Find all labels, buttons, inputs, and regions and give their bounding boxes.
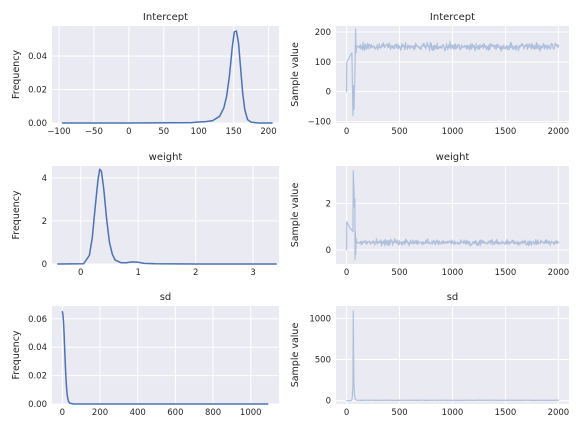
x-tick-label: 1000 [442,268,464,278]
y-tick-label: −100 [308,118,331,128]
y-tick-label: 2 [326,199,331,209]
x-tick-label: 800 [205,408,221,418]
x-tick-label: 1000 [240,408,262,418]
y-tick-label: 0 [326,397,331,407]
x-tick-label: 600 [167,408,183,418]
y-tick-label: 0 [42,260,47,270]
x-tick-label: 100 [191,127,207,137]
x-tick-label: 0 [60,408,65,418]
y-axis-label: Sample value [290,42,301,107]
x-tick-label: 500 [391,268,407,278]
y-axis-label: Frequency [11,50,22,99]
y-axis-label: Sample value [290,323,301,388]
x-tick-label: 1500 [495,408,517,418]
y-axis-label: Frequency [11,330,22,379]
subplot-3: 0 1 2 3 0 2 4 weight Frequency [11,152,279,278]
x-tick-label: 2 [193,268,198,278]
y-tick-label: 0.00 [28,119,47,129]
subplot-title: weight [436,152,470,163]
x-tick-label: 1000 [442,408,464,418]
trace-line [345,310,560,402]
x-tick-label: 0 [344,268,349,278]
x-tick-label: 2000 [548,268,570,278]
subplot-title: Intercept [143,12,188,23]
x-tick-label: 1500 [495,268,517,278]
trace-line [345,28,560,117]
x-tick-label: 200 [92,408,108,418]
x-tick-label: 2000 [548,127,570,137]
y-tick-label: 4 [42,174,47,184]
subplot-title: Intercept [430,12,475,23]
x-tick-label: 1500 [495,127,517,137]
plot-area [52,166,279,264]
y-axis-label: Sample value [290,183,301,248]
density-curve [61,30,273,124]
y-tick-label: 2 [42,217,47,227]
x-tick-label: 0 [344,408,349,418]
density-curve [57,168,277,265]
subplot-title: weight [149,152,183,163]
x-tick-label: 1000 [442,127,464,137]
subplot-5: 0 200 400 600 800 1000 0.00 0.02 0.04 0.06 sd Frequ… [11,292,279,418]
x-tick-label: 500 [391,408,407,418]
x-tick-label: 150 [225,127,241,137]
subplot-2: 0 500 1000 1500 2000 −100 0 100 200 Intercept Samp… [290,12,569,137]
y-tick-label: 100 [315,58,331,68]
y-axis-label: Frequency [11,190,22,239]
y-tick-label: 0.04 [28,343,47,353]
x-tick-label: 50 [158,127,169,137]
x-tick-label: 0 [344,127,349,137]
y-tick-label: 500 [315,356,331,366]
subplot-4: 0 500 1000 1500 2000 0 2 weight Sample value [290,152,569,278]
x-tick-label: 1 [135,268,140,278]
subplot-6: 0 500 1000 1500 2000 0 500 1000 sd Sample value [290,292,569,418]
plot-area [52,306,279,404]
x-tick-label: 0 [78,268,83,278]
x-tick-label: −50 [85,127,103,137]
x-tick-label: 200 [260,127,276,137]
x-tick-label: 2000 [548,408,570,418]
subplot-title: sd [447,292,459,303]
y-tick-label: 200 [315,28,331,38]
density-curve [61,310,269,405]
x-tick-label: −100 [47,127,70,137]
x-tick-label: 3 [250,268,255,278]
x-tick-label: 400 [130,408,146,418]
y-tick-label: 0 [326,88,331,98]
y-tick-label: 0.00 [28,400,47,410]
subplot-title: sd [160,292,172,303]
trace-line [345,170,559,260]
x-tick-label: 500 [391,127,407,137]
y-tick-label: 0.06 [28,315,47,325]
y-tick-label: 1000 [309,314,331,324]
y-tick-label: 0.02 [28,86,47,96]
subplot-1: −100 −50 0 50 100 150 200 0.00 0.02 0.04 Intercept… [11,12,279,137]
x-tick-label: 0 [126,127,131,137]
y-tick-label: 0.02 [28,372,47,382]
y-tick-label: 0 [326,246,331,256]
y-tick-label: 0.04 [28,52,47,62]
